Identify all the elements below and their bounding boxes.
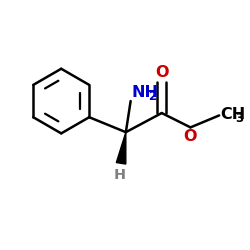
- Text: CH: CH: [220, 108, 245, 122]
- Text: NH: NH: [132, 85, 159, 100]
- Text: O: O: [155, 64, 168, 80]
- Text: O: O: [184, 128, 197, 144]
- Text: 2: 2: [148, 90, 157, 104]
- Polygon shape: [116, 132, 126, 164]
- Text: 3: 3: [236, 112, 244, 125]
- Text: H: H: [114, 168, 126, 181]
